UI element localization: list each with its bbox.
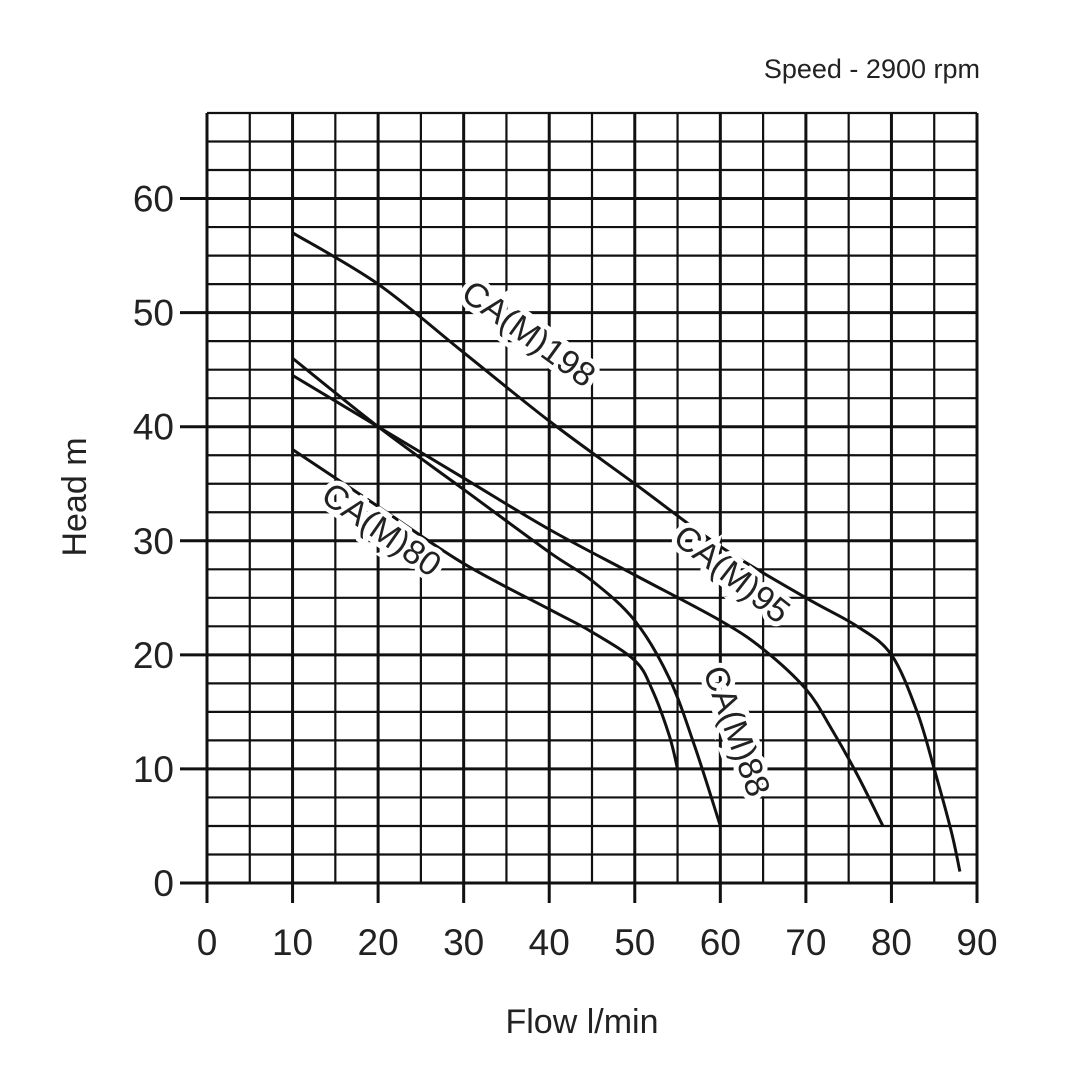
x-tick-label: 0 bbox=[197, 922, 218, 963]
series-label: CA(M)95 bbox=[666, 517, 797, 631]
y-tick-label: 0 bbox=[153, 863, 174, 904]
axis-ticks: 0 10 20 30 40 50 60 0 10 20 30 40 50 60 70 80 90 bbox=[133, 179, 998, 963]
series-line bbox=[291, 231, 962, 872]
series-line bbox=[291, 374, 885, 827]
y-tick-label: 40 bbox=[133, 407, 174, 448]
y-tick-label: 20 bbox=[133, 635, 174, 676]
x-axis-label: Flow l/min bbox=[505, 1003, 658, 1041]
x-tick-label: 40 bbox=[529, 922, 570, 963]
y-tick-label: 30 bbox=[133, 521, 174, 562]
y-tick-label: 10 bbox=[133, 749, 174, 790]
x-tick-label: 90 bbox=[956, 922, 997, 963]
series-label: CA(M)88 bbox=[695, 661, 777, 802]
grid bbox=[205, 111, 979, 885]
series-line bbox=[291, 448, 680, 770]
x-tick-label: 70 bbox=[785, 922, 826, 963]
chart-title: Speed - 2900 rpm bbox=[764, 54, 980, 84]
x-tick-label: 80 bbox=[871, 922, 912, 963]
x-tick-label: 30 bbox=[443, 922, 484, 963]
y-axis-label: Head m bbox=[56, 437, 94, 556]
series-line bbox=[291, 357, 722, 827]
x-tick-label: 50 bbox=[614, 922, 655, 963]
x-tick-label: 60 bbox=[700, 922, 741, 963]
y-tick-label: 60 bbox=[133, 179, 174, 220]
y-tick-label: 50 bbox=[133, 293, 174, 334]
series-label: CA(M)198 bbox=[455, 273, 603, 395]
x-tick-label: 10 bbox=[272, 922, 313, 963]
x-tick-label: 20 bbox=[358, 922, 399, 963]
